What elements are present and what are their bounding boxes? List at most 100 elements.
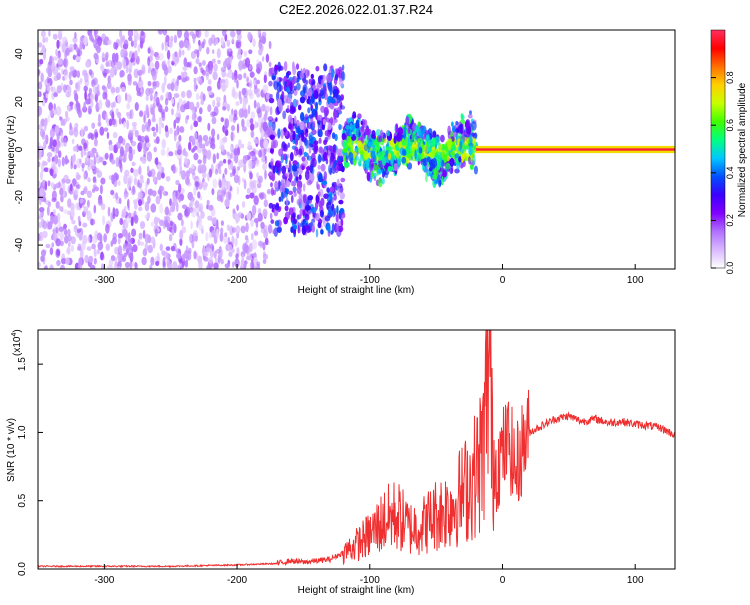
heatmap-cell [93,52,99,60]
heatmap-cell [53,108,57,116]
heatmap-cell [308,146,312,154]
heatmap-cell [250,233,254,241]
heatmap-cell [387,152,392,161]
heatmap-cell [263,130,269,138]
heatmap-cell [103,233,107,243]
heatmap-cell [184,157,188,165]
snr-multiplier-base: (x10 [12,336,23,356]
heatmap-cell [308,132,314,141]
heatmap-cell [60,132,64,141]
heatmap-cell [143,110,148,116]
heatmap-cell [231,248,235,254]
heatmap-cell [125,65,129,74]
heatmap-cell [196,92,200,101]
heatmap-cell [306,155,313,161]
heatmap-cell [153,216,159,225]
heatmap-cell [364,127,370,136]
heatmap-cell [91,235,98,244]
heatmap-cell [403,130,406,139]
heatmap-cell [288,190,294,195]
heatmap-cell [78,145,83,151]
heatmap-cell [324,92,328,101]
heatmap-cell [183,31,190,40]
colorbar-tick-label: 0.0 [725,262,735,275]
heatmap-cell [212,153,216,164]
heatmap-cell [328,102,334,109]
heatmap-cell [49,55,52,66]
heatmap-cell [355,119,360,128]
heatmap-cell [455,159,459,164]
heatmap-cell [38,142,41,147]
heatmap-cell [338,123,342,131]
heatmap-cell [274,64,279,71]
heatmap-cell [54,125,60,135]
heatmap-cell [90,93,95,101]
heatmap-cell [123,59,127,70]
heatmap-cell [169,127,173,135]
heatmap-cell [373,172,377,179]
heatmap-cell [63,209,68,214]
heatmap-cell [67,198,72,208]
heatmap-cell [401,156,407,164]
heatmap-cell [191,169,196,176]
heatmap-cell [79,158,82,164]
snr-multiplier-exp: 4 [11,333,18,337]
heatmap-cell [138,232,143,240]
heatmap-cell [110,212,114,222]
heatmap-cell [79,78,83,83]
heatmap-cell [231,108,234,115]
heatmap-cell [298,193,304,203]
heatmap-cell [76,49,83,57]
heatmap-cell [102,160,107,166]
heatmap-cell [313,140,319,145]
heatmap-cell [227,69,233,79]
heatmap-cell [189,101,195,111]
heatmap-cell [55,48,58,57]
heatmap-cell [57,158,62,168]
heatmap-cell [173,93,180,99]
heatmap-cell [331,204,334,211]
heatmap-cell [326,73,332,84]
heatmap-cell [180,188,185,194]
heatmap-cell [267,116,274,122]
heatmap-cell [155,260,160,267]
heatmap-cell [57,58,63,65]
heatmap-cell [183,57,188,67]
heatmap-cell [268,120,273,129]
heatmap-cell [49,247,54,256]
heatmap-cell [167,65,172,74]
heatmap-cell [60,264,65,269]
heatmap-cell [438,144,442,150]
heatmap-y-tick-label: 20 [14,96,25,108]
heatmap-cell [66,246,71,255]
heatmap-cell [77,264,83,269]
heatmap-cell [279,184,285,194]
heatmap-cell [296,63,299,70]
heatmap-cell [115,86,120,94]
heatmap-cell [167,209,171,217]
heatmap-cell [46,76,50,83]
heatmap-cell [330,98,336,104]
heatmap-cell [223,159,227,164]
heatmap-cell [123,121,126,128]
heatmap-cell [224,263,230,269]
heatmap-cell [120,48,125,58]
heatmap-cell [146,165,150,174]
heatmap-cell [185,61,192,68]
heatmap-cell [349,122,353,130]
heatmap-cell [268,80,273,87]
heatmap-cell [115,42,119,49]
heatmap-cell [235,225,241,235]
heatmap-cell [90,264,96,269]
heatmap-cell [47,180,51,187]
heatmap-cell [228,251,233,257]
heatmap-cell [40,255,45,262]
heatmap-cell [83,206,89,215]
heatmap-cell [217,59,221,65]
heatmap-cell [143,114,146,124]
heatmap-cell [127,180,131,190]
heatmap-cell [89,32,93,42]
heatmap-cell [38,180,41,188]
heatmap-cell [341,132,347,141]
heatmap-cell [303,137,308,147]
